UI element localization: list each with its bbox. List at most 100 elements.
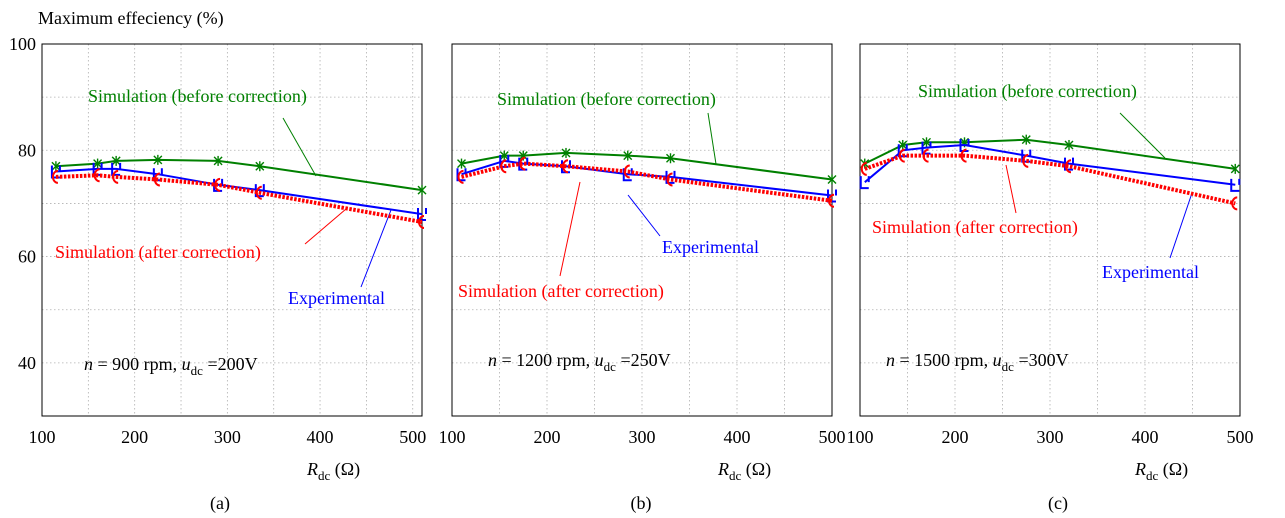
data-point-circle	[860, 161, 867, 176]
data-point-star	[898, 139, 908, 150]
condition-text: n = 900 rpm, udc =200V	[84, 354, 258, 378]
condition-text: n = 1200 rpm, udc =250V	[488, 350, 671, 374]
data-point-star	[499, 150, 509, 161]
data-point-star	[255, 161, 265, 172]
data-point-bracket	[859, 176, 870, 190]
leader-line-exp	[360, 209, 392, 288]
x-tick-label: 400	[1132, 427, 1159, 447]
series-label-after: Simulation (after correction)	[55, 242, 261, 263]
data-point-star	[457, 158, 466, 169]
x-tick-label: 400	[724, 427, 751, 447]
data-point-circle	[960, 148, 967, 163]
x-tick-label: 400	[307, 427, 334, 447]
data-point-star	[153, 154, 163, 165]
data-point-star	[213, 155, 223, 166]
series-label-after: Simulation (after correction)	[872, 217, 1078, 238]
leader-line-exp	[1169, 192, 1193, 259]
data-point-circle	[500, 159, 507, 174]
data-point-bracket	[959, 138, 970, 152]
x-tick-label: 500	[399, 427, 426, 447]
leader-line-after	[304, 208, 347, 245]
data-point-bracket	[1064, 157, 1074, 171]
series-line-exp	[55, 167, 423, 216]
data-point-circle	[112, 169, 119, 184]
data-point-circle	[898, 148, 905, 163]
series-exp: Experimental	[456, 154, 837, 257]
series-before: Simulation (before correction)	[860, 81, 1240, 174]
data-point-circle	[457, 169, 464, 184]
x-tick-label: 100	[29, 427, 56, 447]
leader-line-after	[1005, 164, 1017, 214]
series-line-after	[55, 173, 423, 224]
data-point-circle	[828, 193, 835, 208]
leader-line-before	[1119, 112, 1166, 159]
data-point-star	[1021, 134, 1031, 145]
x-axis-title: Rdc (Ω)	[306, 459, 360, 483]
y-tick-label: 60	[18, 247, 36, 267]
chart-panels: 100 200 300 400 500 40 60 80 100 Rdc (Ω) (a) n = 90…	[9, 34, 1254, 514]
data-point-star	[417, 185, 427, 196]
y-tick-label: 80	[18, 140, 36, 160]
data-point-circle	[93, 168, 100, 183]
x-tick-label: 500	[1227, 427, 1254, 447]
x-tick-label: 100	[439, 427, 466, 447]
x-tick-label: 200	[942, 427, 969, 447]
y-tick-label: 40	[18, 353, 36, 373]
data-point-circle	[51, 169, 59, 184]
x-tick-label: 500	[819, 427, 846, 447]
condition-text: n = 1500 rpm, udc =300V	[886, 350, 1069, 374]
x-axis-title: Rdc (Ω)	[717, 459, 771, 483]
data-point-bracket	[456, 168, 467, 182]
data-point-star	[51, 161, 61, 172]
x-tick-label: 300	[1037, 427, 1064, 447]
leader-line-exp	[627, 194, 661, 237]
data-point-star	[623, 150, 633, 161]
data-point-star	[1230, 163, 1240, 174]
series-label-exp: Experimental	[1102, 262, 1199, 282]
data-point-star	[1064, 139, 1074, 150]
panel-label: (b)	[631, 493, 652, 514]
x-axis-title: Rdc (Ω)	[1134, 459, 1188, 483]
data-point-circle	[1022, 153, 1029, 168]
plot-frame	[41, 43, 423, 417]
chart-panel-c: 100 200 300 400 500 Rdc (Ω) (c) n = 1500 rpm, u…	[847, 43, 1254, 514]
data-point-circle	[214, 177, 221, 192]
data-point-bracket	[1230, 178, 1241, 192]
y-axis-title: Maximum effeciency (%)	[38, 8, 224, 29]
data-point-circle	[255, 185, 262, 200]
data-point-star	[111, 155, 121, 166]
plot-frame	[859, 43, 1241, 417]
leader-line-before	[707, 112, 717, 165]
series-before: Simulation (before correction)	[51, 86, 427, 196]
data-point-circle	[623, 164, 630, 179]
data-point-star	[561, 147, 571, 158]
x-tick-label: 300	[214, 427, 241, 447]
x-tick-label: 300	[629, 427, 656, 447]
series-label-before: Simulation (before correction)	[88, 86, 307, 107]
data-point-star	[827, 174, 837, 185]
data-point-circle	[562, 159, 569, 174]
series-line-after	[461, 161, 833, 203]
data-point-star	[666, 153, 675, 164]
data-point-circle	[519, 156, 526, 171]
leader-line-after	[559, 181, 581, 277]
x-tick-label: 100	[847, 427, 874, 447]
x-tick-label: 200	[121, 427, 148, 447]
chart-panel-a: 100 200 300 400 500 40 60 80 100 Rdc (Ω) (a) n = 90…	[9, 34, 427, 514]
data-point-circle	[153, 172, 161, 187]
data-point-bracket	[254, 184, 265, 198]
series-label-after: Simulation (after correction)	[458, 281, 664, 302]
data-point-circle	[1065, 159, 1072, 174]
series-after: Simulation (after correction)	[51, 168, 425, 263]
data-point-circle	[418, 215, 425, 230]
panel-label: (c)	[1048, 493, 1068, 514]
series-after: Simulation (after correction)	[457, 156, 835, 302]
series-line-after	[864, 153, 1236, 206]
series-label-exp: Experimental	[288, 288, 385, 308]
series-after: Simulation (after correction)	[860, 148, 1238, 238]
data-point-circle	[666, 172, 673, 187]
data-point-bracket	[827, 189, 837, 203]
series-exp: Experimental	[50, 162, 427, 308]
data-point-star	[93, 158, 103, 169]
